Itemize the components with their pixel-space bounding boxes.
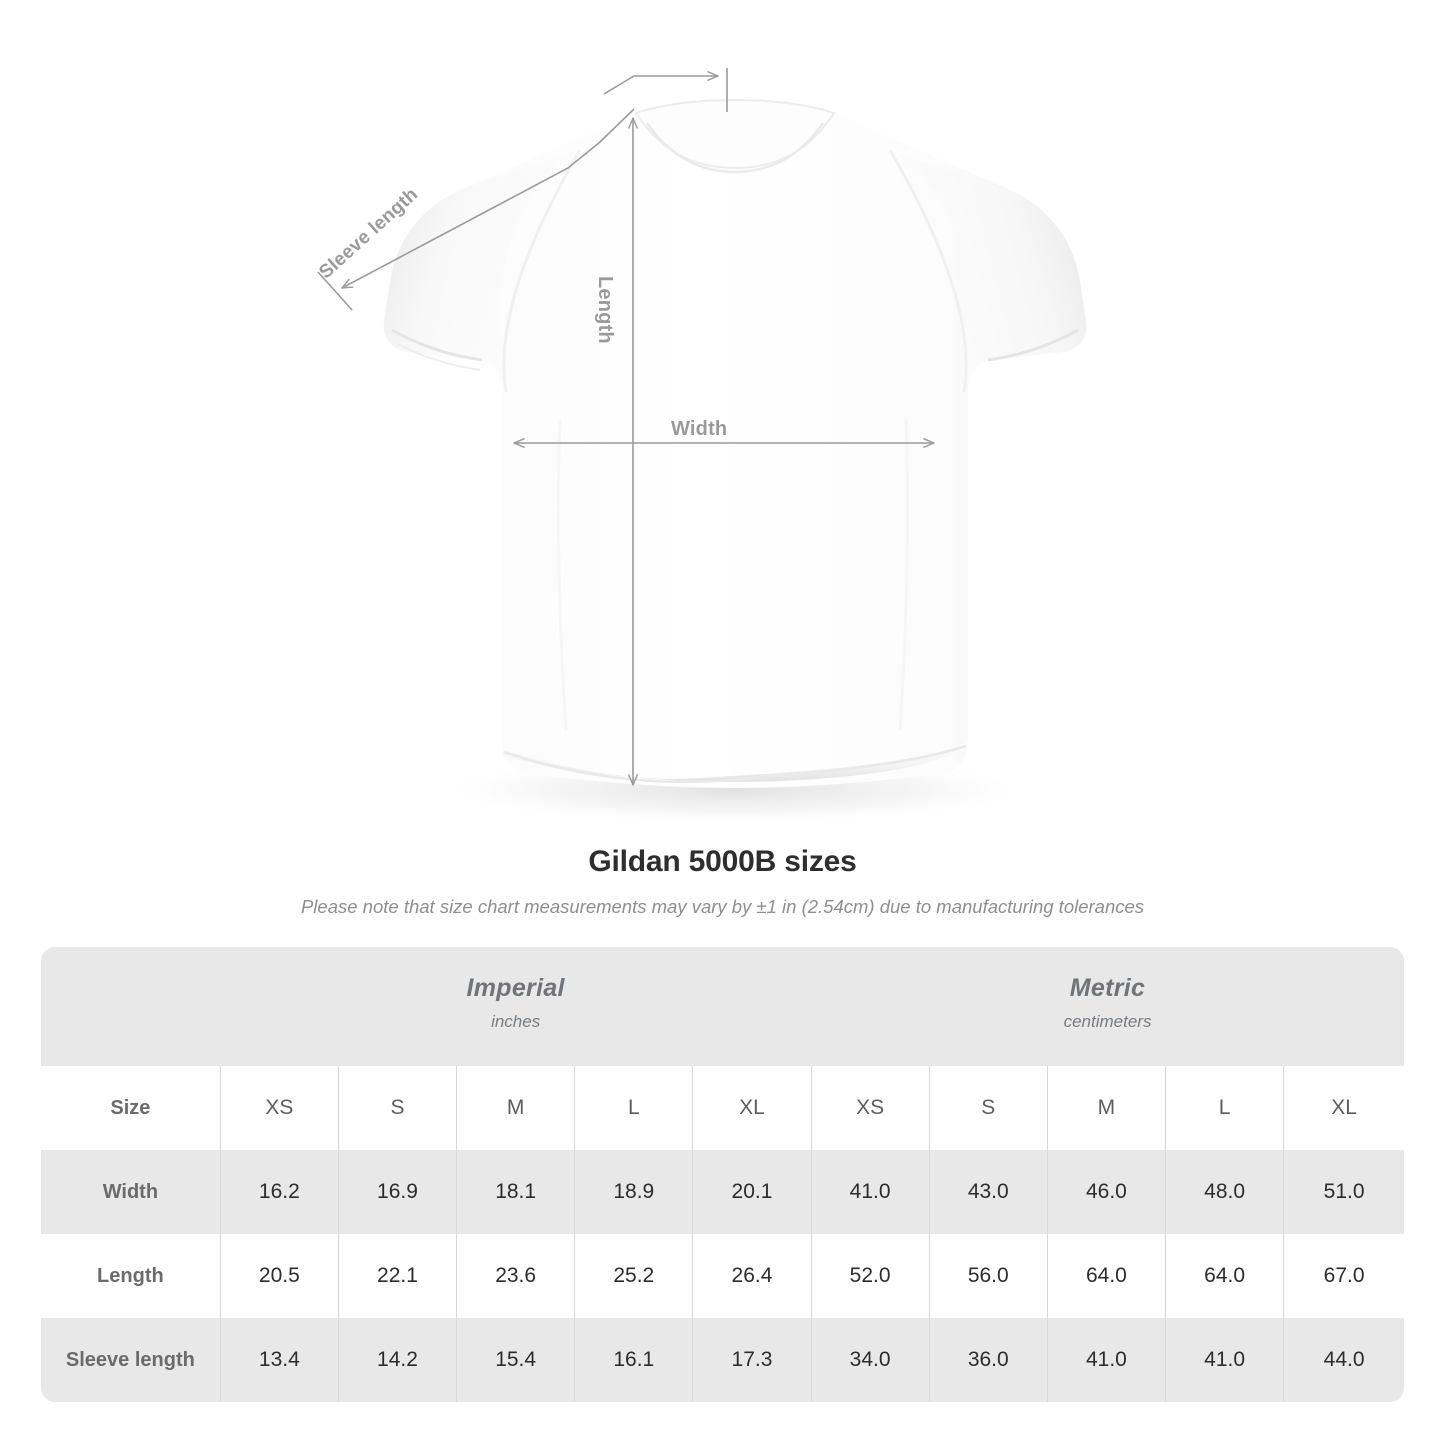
cell-length-metric-xs: 52.0 bbox=[810, 1234, 930, 1318]
left-sleeve-hem-inner bbox=[397, 343, 481, 371]
cell-width-metric-xl: 51.0 bbox=[1283, 1150, 1404, 1234]
cell-sleeve-metric-s: 36.0 bbox=[928, 1318, 1048, 1402]
shirt-collar bbox=[634, 98, 836, 170]
title-block: Gildan 5000B sizes Please note that size… bbox=[0, 845, 1445, 918]
size-header-metric-s: S bbox=[928, 1066, 1048, 1150]
size-header-metric-xl: XL bbox=[1283, 1066, 1404, 1150]
hem-stitch-line bbox=[503, 744, 967, 784]
size-header-imperial-s: S bbox=[337, 1066, 457, 1150]
sleeve-length-dimension bbox=[317, 108, 635, 311]
cell-sleeve-metric-m: 41.0 bbox=[1046, 1318, 1166, 1402]
cell-width-imperial-l: 18.9 bbox=[574, 1150, 693, 1234]
cell-length-imperial-xl: 26.4 bbox=[692, 1234, 812, 1318]
page-title: Gildan 5000B sizes bbox=[588, 845, 857, 878]
cell-sleeve-imperial-s: 14.2 bbox=[337, 1318, 457, 1402]
unit-sub-metric: centimeters bbox=[1063, 1011, 1152, 1031]
shirt-left-sleeve bbox=[383, 150, 580, 388]
cell-sleeve-metric-l: 41.0 bbox=[1164, 1318, 1284, 1402]
cell-width-imperial-xl: 20.1 bbox=[692, 1150, 812, 1234]
tshirt-diagram: Width Length Sleeve length bbox=[315, 68, 1087, 824]
cell-width-metric-m: 46.0 bbox=[1046, 1150, 1166, 1234]
unit-system-header-row: Imperial inches Metric centimeters bbox=[41, 947, 1404, 1066]
unit-sub-imperial: inches bbox=[491, 1011, 541, 1031]
size-corner-label: Size bbox=[41, 1066, 221, 1150]
size-header-imperial-m: M bbox=[456, 1066, 575, 1150]
cell-length-metric-m: 64.0 bbox=[1046, 1234, 1166, 1318]
unit-name-metric: Metric bbox=[1069, 973, 1146, 1002]
unit-header-corner bbox=[41, 947, 221, 1066]
fabric-fold-right bbox=[898, 419, 910, 731]
row-label-sleeve-length: Sleeve length bbox=[41, 1318, 221, 1402]
shirt-bottom-hem bbox=[502, 740, 968, 782]
cell-length-metric-s: 56.0 bbox=[928, 1234, 1048, 1318]
size-header-imperial-xs: XS bbox=[219, 1066, 339, 1150]
cell-length-imperial-xs: 20.5 bbox=[219, 1234, 339, 1318]
cell-sleeve-metric-xl: 44.0 bbox=[1283, 1318, 1404, 1402]
cell-width-imperial-s: 16.9 bbox=[337, 1150, 457, 1234]
left-sleeve-hem bbox=[391, 328, 483, 362]
cell-width-metric-xs: 41.0 bbox=[810, 1150, 930, 1234]
size-header-imperial-xl: XL bbox=[692, 1066, 812, 1150]
size-chart-table: Imperial inches Metric centimeters Size … bbox=[41, 947, 1404, 1402]
size-header-imperial-l: L bbox=[574, 1066, 693, 1150]
table-row: Length 20.5 22.1 23.6 25.2 26.4 52.0 56.… bbox=[41, 1234, 1404, 1318]
fabric-fold-left bbox=[556, 419, 568, 731]
size-header-metric-xs: XS bbox=[810, 1066, 930, 1150]
left-armhole-seam bbox=[502, 149, 582, 393]
cell-width-imperial-m: 18.1 bbox=[456, 1150, 575, 1234]
collar-inner-edge bbox=[645, 122, 825, 174]
length-label: Length bbox=[594, 276, 616, 344]
right-sleeve-hem bbox=[987, 328, 1079, 362]
cell-sleeve-imperial-xs: 13.4 bbox=[219, 1318, 339, 1402]
cell-width-imperial-xs: 16.2 bbox=[219, 1150, 339, 1234]
cell-width-metric-l: 48.0 bbox=[1164, 1150, 1284, 1234]
cell-width-metric-s: 43.0 bbox=[928, 1150, 1048, 1234]
unit-header-imperial: Imperial inches bbox=[220, 947, 812, 1066]
cell-sleeve-imperial-m: 15.4 bbox=[456, 1318, 575, 1402]
cell-sleeve-imperial-l: 16.1 bbox=[574, 1318, 693, 1402]
cell-length-metric-xl: 67.0 bbox=[1283, 1234, 1404, 1318]
cell-length-imperial-s: 22.1 bbox=[337, 1234, 457, 1318]
row-label-width: Width bbox=[41, 1150, 221, 1234]
unit-header-metric: Metric centimeters bbox=[811, 947, 1404, 1066]
shirt-right-sleeve bbox=[890, 150, 1087, 388]
unit-name-imperial: Imperial bbox=[466, 973, 565, 1002]
row-label-length: Length bbox=[41, 1234, 221, 1318]
tshirt-illustration bbox=[317, 68, 1087, 824]
size-header-metric-l: L bbox=[1164, 1066, 1284, 1150]
cell-sleeve-metric-xs: 34.0 bbox=[810, 1318, 930, 1402]
size-header-metric-m: M bbox=[1046, 1066, 1166, 1150]
tolerance-note: Please note that size chart measurements… bbox=[300, 896, 1145, 917]
cell-length-metric-l: 64.0 bbox=[1164, 1234, 1284, 1318]
cell-sleeve-imperial-xl: 17.3 bbox=[692, 1318, 812, 1402]
right-armhole-seam bbox=[888, 149, 968, 393]
table-row: Width 16.2 16.9 18.1 18.9 20.1 41.0 43.0… bbox=[41, 1150, 1404, 1234]
cell-length-imperial-l: 25.2 bbox=[574, 1234, 693, 1318]
table-row: Sleeve length 13.4 14.2 15.4 16.1 17.3 3… bbox=[41, 1318, 1404, 1402]
shoulder-guide-line bbox=[603, 68, 728, 112]
cell-length-imperial-m: 23.6 bbox=[456, 1234, 575, 1318]
size-header-row: Size XS S M L XL XS S M L XL bbox=[41, 1066, 1404, 1150]
width-label: Width bbox=[671, 418, 728, 440]
